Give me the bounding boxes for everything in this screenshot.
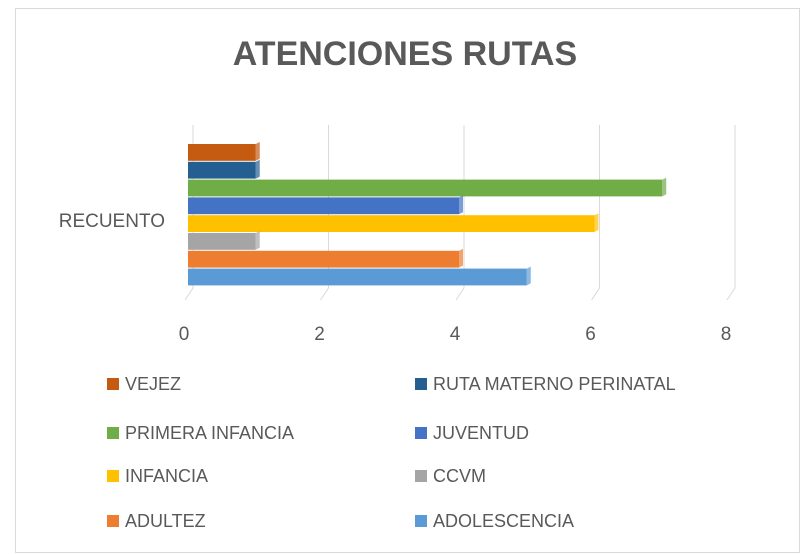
bar-side <box>459 195 463 215</box>
legend-label: ADULTEZ <box>125 511 206 531</box>
grid-line <box>591 125 600 301</box>
bar <box>188 197 459 215</box>
legend-marker <box>107 470 119 482</box>
legend-label: VEJEZ <box>125 374 181 394</box>
bar <box>188 233 256 250</box>
legend-label: CCVM <box>433 466 486 486</box>
bar <box>188 144 256 161</box>
legend-label: INFANCIA <box>125 466 208 486</box>
bar <box>188 179 663 197</box>
grid-line <box>184 125 194 301</box>
bar <box>188 215 595 232</box>
grid-line <box>726 125 736 301</box>
bar <box>188 250 459 268</box>
bar-side <box>526 266 531 286</box>
chart-title: ATENCIONES RUTAS <box>233 35 577 73</box>
legend-label: ADOLESCENCIA <box>433 511 574 531</box>
x-tick-label: 6 <box>585 324 596 345</box>
legend-marker <box>415 378 427 390</box>
legend-marker <box>415 470 427 482</box>
grid-line <box>320 125 329 301</box>
legend-marker <box>107 515 119 527</box>
bar-side <box>255 142 260 161</box>
legend-marker <box>415 515 427 527</box>
legend-marker <box>107 378 119 390</box>
x-tick-label: 0 <box>179 324 190 345</box>
bar-side <box>662 177 667 197</box>
legend-marker <box>415 427 427 439</box>
bar-side <box>255 231 260 250</box>
bar-side <box>459 248 463 268</box>
legend-label: PRIMERA INFANCIA <box>125 423 294 443</box>
legend-label: JUVENTUD <box>433 423 529 443</box>
y-tick-label: RECUENTO <box>59 211 165 232</box>
grid-line <box>455 125 465 301</box>
bar <box>188 161 256 179</box>
legend-label: RUTA MATERNO PERINATAL <box>433 374 676 394</box>
legend-marker <box>107 427 119 439</box>
x-tick-label: 2 <box>314 324 325 345</box>
bar <box>188 268 527 286</box>
x-tick-label: 8 <box>721 324 732 345</box>
x-tick-label: 4 <box>450 324 461 345</box>
bar-side <box>255 159 260 179</box>
bar-side <box>594 213 599 232</box>
